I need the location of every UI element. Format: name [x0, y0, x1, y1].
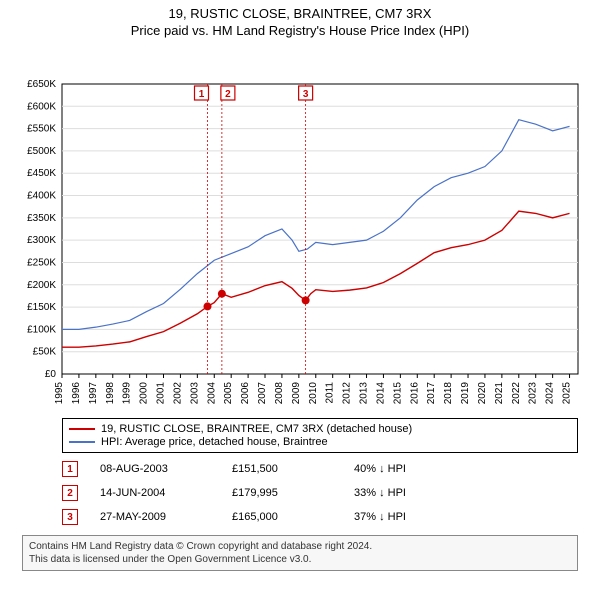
chart-title-line2: Price paid vs. HM Land Registry's House … [0, 23, 600, 38]
sale-price: £165,000 [232, 511, 332, 523]
svg-text:2003: 2003 [189, 382, 200, 405]
svg-text:1997: 1997 [88, 382, 99, 405]
attribution-line1: Contains HM Land Registry data © Crown c… [29, 540, 571, 553]
svg-text:£450K: £450K [27, 168, 56, 179]
sale-date: 14-JUN-2004 [100, 487, 210, 499]
svg-text:2007: 2007 [257, 382, 268, 405]
svg-text:£550K: £550K [27, 124, 56, 135]
attribution-box: Contains HM Land Registry data © Crown c… [22, 535, 578, 571]
svg-text:2013: 2013 [359, 382, 370, 405]
sale-diff: 33% ↓ HPI [354, 487, 464, 499]
sale-diff: 40% ↓ HPI [354, 463, 464, 475]
svg-text:2011: 2011 [325, 382, 336, 404]
svg-text:£350K: £350K [27, 213, 56, 224]
sales-table: 1 08-AUG-2003 £151,500 40% ↓ HPI 2 14-JUN-200… [62, 457, 578, 529]
svg-text:2021: 2021 [494, 382, 505, 405]
svg-text:£200K: £200K [27, 280, 56, 291]
sale-marker-box: 3 [62, 509, 78, 525]
svg-text:£100K: £100K [27, 324, 56, 335]
svg-text:2000: 2000 [139, 382, 150, 405]
legend-row: 19, RUSTIC CLOSE, BRAINTREE, CM7 3RX (de… [69, 423, 571, 435]
svg-text:2005: 2005 [223, 382, 234, 405]
legend-label: 19, RUSTIC CLOSE, BRAINTREE, CM7 3RX (de… [101, 423, 412, 435]
sale-price: £179,995 [232, 487, 332, 499]
sales-row: 2 14-JUN-2004 £179,995 33% ↓ HPI [62, 481, 578, 505]
legend-row: HPI: Average price, detached house, Brai… [69, 436, 571, 448]
legend: 19, RUSTIC CLOSE, BRAINTREE, CM7 3RX (de… [62, 418, 578, 453]
svg-text:2023: 2023 [528, 382, 539, 405]
svg-text:£650K: £650K [27, 79, 56, 90]
sale-marker-box: 1 [62, 461, 78, 477]
svg-text:2009: 2009 [291, 382, 302, 405]
svg-text:2024: 2024 [545, 382, 556, 405]
svg-text:£50K: £50K [33, 347, 57, 358]
svg-text:£300K: £300K [27, 235, 56, 246]
svg-text:2018: 2018 [443, 382, 454, 405]
svg-text:2017: 2017 [426, 382, 437, 405]
svg-text:£500K: £500K [27, 146, 56, 157]
svg-text:2012: 2012 [342, 382, 353, 405]
svg-text:£250K: £250K [27, 257, 56, 268]
sale-diff: 37% ↓ HPI [354, 511, 464, 523]
legend-swatch [69, 428, 95, 430]
chart-title-block: 19, RUSTIC CLOSE, BRAINTREE, CM7 3RX Pri… [0, 0, 600, 40]
svg-text:1999: 1999 [122, 382, 133, 405]
svg-text:2001: 2001 [156, 382, 167, 405]
svg-text:2022: 2022 [511, 382, 522, 405]
legend-swatch [69, 441, 95, 443]
svg-text:£0: £0 [45, 369, 57, 380]
svg-text:1996: 1996 [71, 382, 82, 405]
svg-text:2008: 2008 [274, 382, 285, 405]
sale-price: £151,500 [232, 463, 332, 475]
svg-text:3: 3 [303, 89, 309, 100]
attribution-line2: This data is licensed under the Open Gov… [29, 553, 571, 566]
svg-text:£150K: £150K [27, 302, 56, 313]
svg-text:£400K: £400K [27, 191, 56, 202]
svg-text:£600K: £600K [27, 101, 56, 112]
svg-text:2004: 2004 [206, 382, 217, 405]
chart-title-line1: 19, RUSTIC CLOSE, BRAINTREE, CM7 3RX [0, 6, 600, 21]
svg-text:1998: 1998 [105, 382, 116, 405]
svg-text:2020: 2020 [477, 382, 488, 405]
price-chart-svg: £0 £50K £100K £150K £200K £250K £300K £350K £400… [0, 40, 600, 414]
legend-label: HPI: Average price, detached house, Brai… [101, 436, 328, 448]
svg-text:2: 2 [225, 89, 231, 100]
svg-text:2015: 2015 [392, 382, 403, 405]
svg-text:2019: 2019 [460, 382, 471, 405]
chart-area: £0 £50K £100K £150K £200K £250K £300K £350K £400… [0, 40, 600, 414]
svg-text:2016: 2016 [409, 382, 420, 405]
sale-date: 27-MAY-2009 [100, 511, 210, 523]
svg-text:1995: 1995 [54, 382, 65, 405]
svg-text:2002: 2002 [172, 382, 183, 405]
sale-marker-box: 2 [62, 485, 78, 501]
sale-date: 08-AUG-2003 [100, 463, 210, 475]
svg-text:2025: 2025 [562, 382, 573, 405]
svg-text:1: 1 [199, 89, 205, 100]
sales-row: 3 27-MAY-2009 £165,000 37% ↓ HPI [62, 505, 578, 529]
sales-row: 1 08-AUG-2003 £151,500 40% ↓ HPI [62, 457, 578, 481]
svg-text:2014: 2014 [375, 382, 386, 405]
svg-text:2010: 2010 [308, 382, 319, 405]
svg-text:2006: 2006 [240, 382, 251, 405]
